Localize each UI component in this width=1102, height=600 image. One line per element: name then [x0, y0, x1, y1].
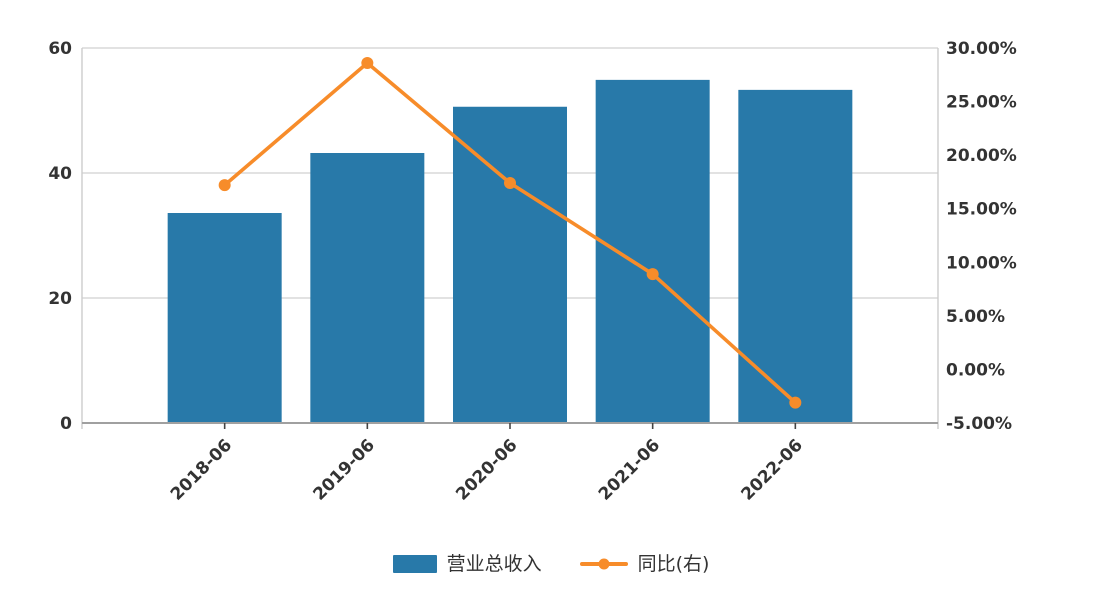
- bar-2019-06[interactable]: [310, 153, 425, 423]
- bar-legend-swatch-icon: [392, 555, 437, 573]
- marker-2018-06[interactable]: [218, 179, 231, 192]
- right-axis-tick-label: 0.00%: [946, 360, 1005, 380]
- marker-2020-06[interactable]: [504, 177, 516, 189]
- right-axis-tick-label: 10.00%: [946, 253, 1017, 273]
- x-axis-label-2022-06: 2022-06: [738, 435, 807, 504]
- x-axis-label-2018-06: 2018-06: [167, 435, 236, 504]
- bar-2022-06[interactable]: [738, 89, 853, 423]
- x-axis-label-2021-06: 2021-06: [595, 435, 664, 504]
- left-axis-tick-label: 20: [48, 289, 72, 309]
- right-axis-tick-label: -5.00%: [946, 414, 1012, 434]
- right-axis-tick-label: 30.00%: [946, 39, 1017, 59]
- left-axis-tick-label: 60: [48, 39, 72, 59]
- marker-2021-06[interactable]: [646, 268, 659, 281]
- legend: 营业总收入 同比(右): [0, 549, 1102, 579]
- bar-2018-06[interactable]: [167, 213, 282, 423]
- line-legend-swatch-icon: [579, 558, 628, 570]
- left-axis-tick-label: 0: [60, 414, 72, 434]
- right-axis-tick-label: 20.00%: [946, 146, 1017, 166]
- right-axis-tick-label: 15.00%: [946, 200, 1017, 220]
- bar-legend-label: 营业总收入: [446, 552, 542, 575]
- left-axis-tick-label: 40: [48, 164, 72, 184]
- legend-item-revenue[interactable]: 营业总收入: [392, 552, 542, 575]
- right-axis-tick-label: 25.00%: [946, 93, 1017, 113]
- right-axis-tick-label: 5.00%: [946, 307, 1005, 327]
- line-legend-label: 同比(右): [637, 552, 710, 575]
- marker-2019-06[interactable]: [361, 57, 374, 69]
- bar-2021-06[interactable]: [595, 79, 710, 423]
- marker-2022-06[interactable]: [789, 396, 802, 409]
- bar-2020-06[interactable]: [453, 106, 567, 423]
- x-axis-label-2020-06: 2020-06: [452, 435, 521, 504]
- legend-item-yoy[interactable]: 同比(右): [579, 552, 710, 575]
- x-axis-label-2019-06: 2019-06: [310, 435, 379, 504]
